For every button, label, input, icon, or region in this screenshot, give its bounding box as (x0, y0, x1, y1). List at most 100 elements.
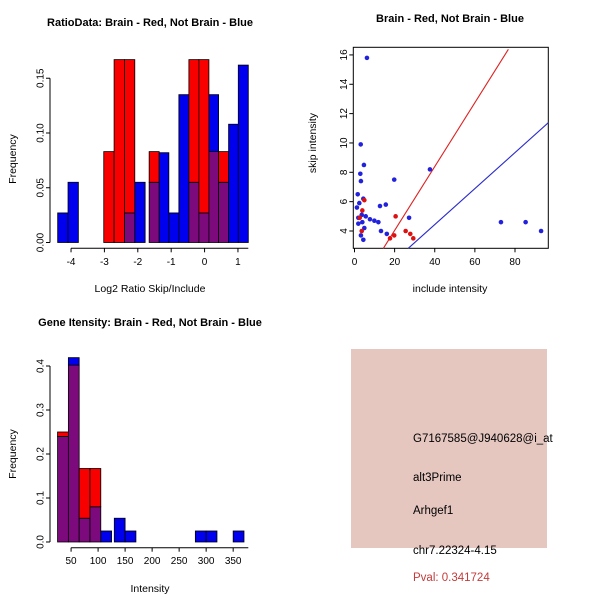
point-not-brain (377, 203, 383, 209)
scatter-xlabel: include intensity (412, 283, 488, 295)
hist-bar-purple (78, 517, 91, 543)
point-not-brain (406, 215, 412, 221)
x-tick-label: 60 (469, 257, 481, 268)
splice-type-text: alt3Prime (413, 472, 462, 484)
hist-bar-red (78, 468, 91, 519)
hist-bar-purple (89, 506, 102, 543)
hist-bar-red (198, 59, 210, 214)
x-tick-label: 50 (66, 556, 78, 567)
x-tick-label: -2 (133, 257, 142, 268)
brain-fit-line (382, 49, 509, 249)
point-not-brain (358, 233, 364, 238)
probe-id-text: G7167585@J940628@i_at (413, 433, 553, 445)
point-not-brain (358, 178, 364, 184)
x-tick-label: 1 (235, 257, 241, 268)
point-not-brain (383, 202, 389, 207)
y-tick-label: 0.0 (36, 535, 47, 549)
gene-intensity-histogram-plot: 50 100 150 200 250 300 350 0.0 0.1 0.2 0.3 0.4 (36, 357, 249, 567)
point-not-brain (498, 219, 504, 225)
hist-bar-red (89, 468, 102, 508)
point-brain (393, 214, 398, 219)
hist-bar-red (148, 151, 160, 183)
x-tick-label: 80 (509, 257, 521, 268)
point-not-brain (357, 200, 362, 206)
hist-bar-blue (228, 123, 239, 243)
point-not-brain (372, 218, 377, 224)
hist-bar-blue (158, 152, 170, 243)
point-brain (410, 236, 416, 241)
gene-histogram-title: Gene Itensity: Brain - Red, Not Brain - … (38, 317, 262, 329)
point-brain (387, 236, 393, 241)
plot-box (352, 46, 549, 249)
y-tick-label: 12 (339, 108, 350, 120)
ratio-histogram-xlabel: Log2 Ratio Skip/Include (94, 283, 206, 295)
hist-bar-blue (57, 212, 69, 243)
hist-bar-red (124, 59, 136, 214)
x-tick-label: 40 (429, 257, 441, 268)
y-tick-label: 0.2 (36, 447, 47, 461)
x-tick-label: 300 (198, 556, 215, 567)
gene-info-box: G7167585@J940628@i_at alt3Prime Arhgef1 … (351, 349, 553, 584)
y-tick-label: 6 (339, 198, 350, 204)
hist-bar-blue (100, 530, 112, 543)
hist-bar-red (57, 431, 69, 437)
point-not-brain (376, 219, 381, 225)
x-tick-label: 20 (389, 257, 401, 268)
gene-histogram-xlabel: Intensity (130, 583, 170, 595)
panel-gene-info: G7167585@J940628@i_at alt3Prime Arhgef1 … (300, 300, 600, 600)
hist-bar-blue (113, 517, 126, 543)
point-brain (407, 231, 413, 237)
hist-bar-blue (205, 530, 218, 543)
y-tick-label: 10 (339, 137, 350, 149)
x-tick-label: -1 (167, 257, 176, 268)
y-tick-label: 0.4 (36, 359, 47, 373)
point-brain (362, 197, 367, 203)
chromosome-location-text: chr7.22324-4.15 (413, 545, 497, 557)
hist-bar-purple (148, 181, 160, 243)
point-not-brain (523, 219, 528, 225)
x-tick-label: -4 (67, 257, 76, 268)
point-not-brain (362, 225, 367, 231)
x-tick-label: 0 (202, 257, 208, 268)
scatter-ylabel: skip intensity (307, 112, 319, 174)
y-tick-label: 0.05 (36, 178, 47, 198)
hist-bar-blue (168, 212, 180, 243)
x-tick-label: 200 (144, 556, 161, 567)
pvalue-text: Pval: 0.341724 (413, 572, 490, 584)
hist-bar-blue (134, 181, 146, 243)
point-not-brain (358, 142, 364, 147)
point-not-brain (367, 216, 373, 222)
hist-bar-blue (67, 181, 79, 243)
y-tick-label: 16 (339, 49, 350, 61)
y-tick-label: 0.1 (36, 491, 47, 505)
x-tick-label: 100 (90, 556, 107, 567)
point-brain (403, 228, 408, 234)
y-tick-label: 0.3 (36, 403, 47, 417)
point-brain (391, 233, 397, 238)
point-not-brain (354, 205, 360, 210)
x-tick-label: 350 (225, 556, 242, 567)
point-brain (359, 228, 365, 234)
hist-bar-purple (188, 181, 200, 243)
y-tick-label: 14 (339, 78, 350, 90)
gene-name-text: Arhgef1 (413, 505, 454, 517)
hist-bar-blue (124, 530, 137, 543)
x-tick-label: 0 (352, 257, 358, 268)
hist-bar-red (188, 59, 200, 183)
point-not-brain (361, 162, 367, 168)
point-brain (360, 208, 365, 213)
point-not-brain (378, 228, 384, 234)
hist-bar-purple (57, 435, 69, 543)
point-not-brain (360, 219, 365, 225)
point-not-brain (358, 171, 363, 177)
y-tick-label: 4 (339, 228, 350, 234)
point-brain (357, 215, 363, 221)
gene-histogram-ylabel: Frequency (7, 429, 19, 479)
point-not-brain (391, 177, 397, 182)
hist-bar-blue (194, 530, 207, 543)
hist-bar-red (103, 151, 115, 243)
hist-bar-purple (208, 151, 219, 243)
x-tick-label: 150 (117, 556, 134, 567)
intensity-scatter-plot: 0 20 40 60 80 4 6 8 10 12 14 16 (339, 46, 549, 268)
